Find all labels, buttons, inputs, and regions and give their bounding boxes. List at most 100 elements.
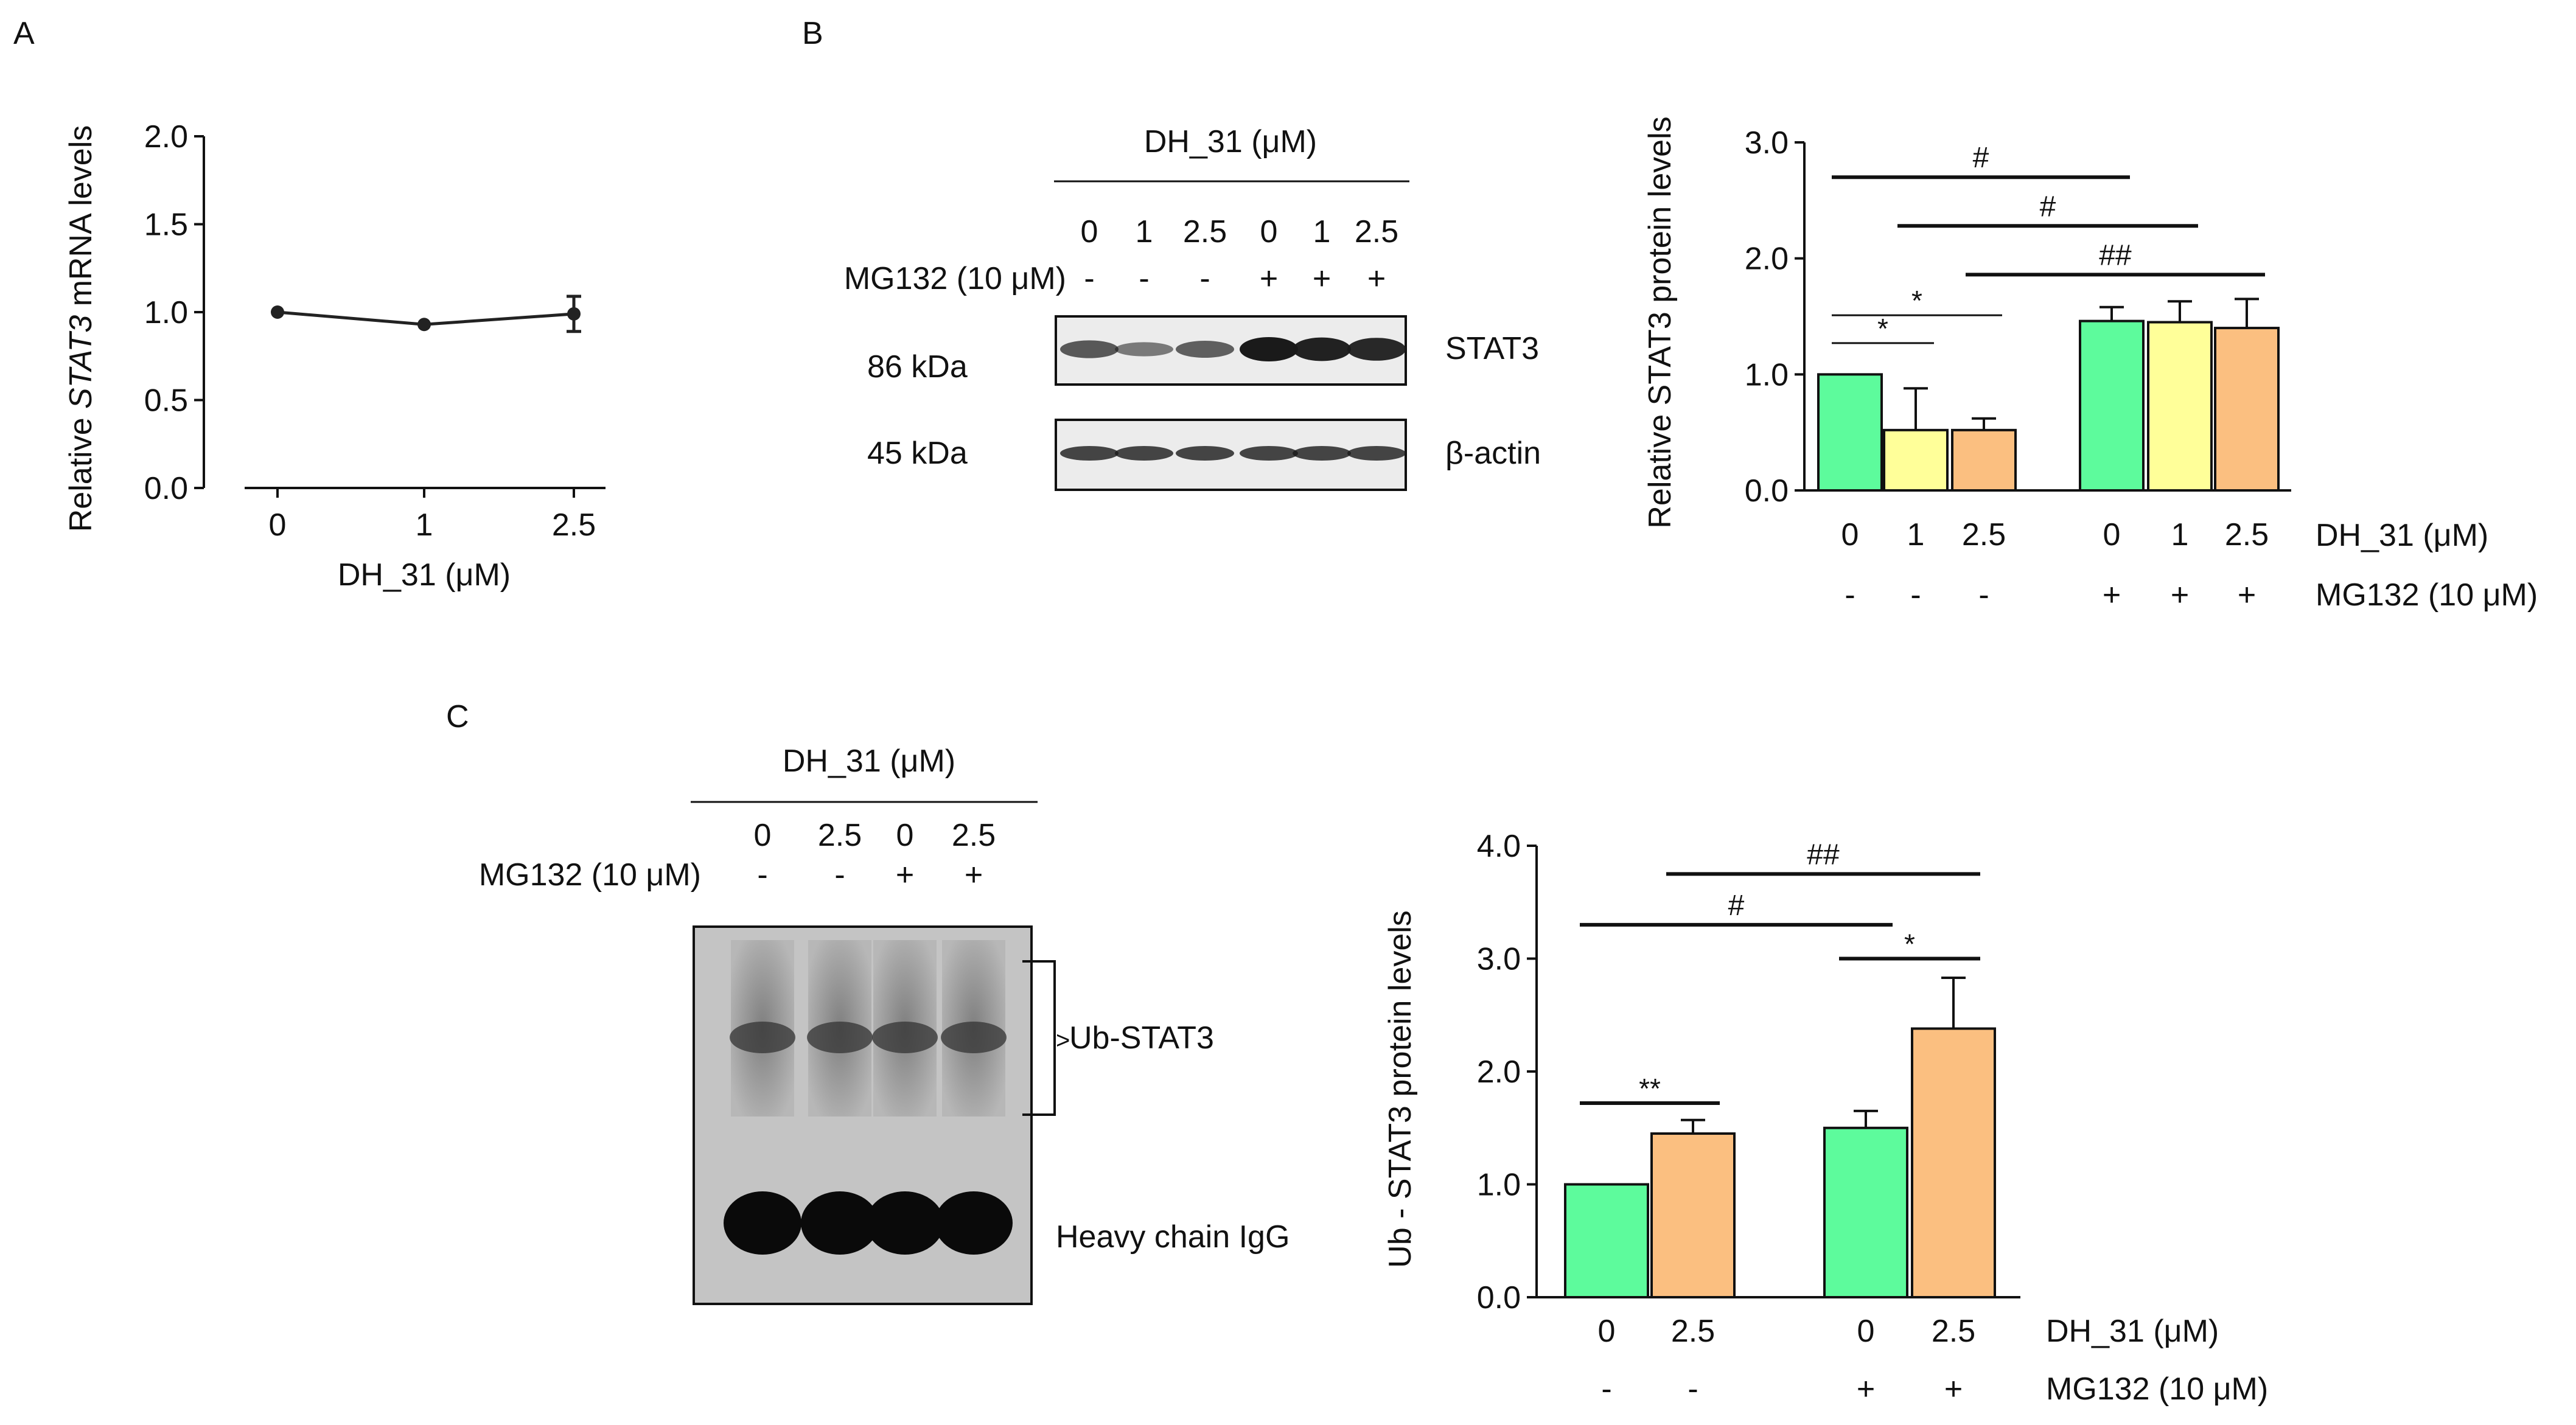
chart-b-y-tick-label: 1.0: [1745, 357, 1789, 392]
chart-a-y-tick-label: 1.5: [144, 207, 188, 243]
chart-b-mg132-sign: +: [2171, 577, 2189, 613]
chart-b-mg132-sign: -: [1845, 577, 1855, 613]
blot-c: DH_31 (μM) 0 2.5 0 2.5 MG132 (10 μM) - - + + >…: [479, 744, 1290, 1305]
blot-b-dose-label: 0: [1260, 214, 1278, 249]
blot-c-lanes: [724, 940, 1013, 1255]
blot-b-actin-mw: 45 kDa: [867, 436, 968, 471]
chart-c-significance-label: ##: [1807, 838, 1840, 871]
chart-b-bar: [2147, 321, 2213, 492]
blot-b-dose-label: 0: [1081, 214, 1098, 249]
blot-b-actin-band: [1060, 446, 1119, 461]
chart-b-bar: [2079, 319, 2145, 492]
blot-b-dose-label: 1: [1313, 214, 1331, 249]
blot-b-stat3-band: [1176, 341, 1234, 358]
blot-c-dose-label: 2.5: [952, 818, 996, 853]
chart-a-x-tick-label: 0: [269, 507, 287, 543]
blot-c-igg-band: [724, 1191, 801, 1255]
chart-a-y-tick-label: 0.5: [144, 383, 188, 419]
blot-b-mg-sign: -: [1139, 261, 1149, 296]
blot-b-dose-label: 2.5: [1183, 214, 1227, 249]
blot-c-igg-band: [801, 1191, 879, 1255]
chart-c-mg132-sign: -: [1601, 1371, 1611, 1407]
chart-b-category-label: 0: [2103, 517, 2121, 552]
blot-b-stat3-mw: 86 kDa: [867, 349, 968, 385]
chart-b-bar: [1951, 428, 2017, 492]
chart-b-axes: 0.0 1.0 2.0 3.0: [1745, 125, 2291, 509]
blot-c-mg-sign: -: [757, 857, 767, 893]
chart-c-mg132-sign: -: [1688, 1371, 1698, 1407]
chart-b-marks: 0-1-2.5-0+1+2.5+**####: [1817, 142, 2280, 613]
blot-b-stat3-band: [1347, 338, 1406, 361]
chart-c-row-label-dh31: DH_31 (μM): [2046, 1314, 2219, 1349]
chart-c-significance-label: **: [1639, 1073, 1661, 1104]
blot-b-actin-band: [1176, 446, 1234, 461]
blot-b-mg-sign: -: [1084, 261, 1094, 296]
chart-b-category-label: 0: [1841, 517, 1859, 552]
blot-b-stat3-label: STAT3: [1445, 331, 1539, 366]
chart-c-category-label: 2.5: [1671, 1314, 1715, 1349]
blot-b-mg-label: MG132 (10 μM): [844, 261, 1066, 296]
chart-a-ylabel-suffix: mRNA levels: [63, 125, 99, 315]
blot-b-mg-sign: +: [1313, 261, 1331, 296]
blot-c-ub-marker: >: [1056, 1027, 1070, 1054]
chart-c-y-tick-label: 0.0: [1477, 1280, 1521, 1315]
blot-c-ub-label: Ub-STAT3: [1069, 1020, 1214, 1056]
chart-c-row-label-mg132: MG132 (10 μM): [2046, 1371, 2268, 1407]
chart-b-bar: [1883, 428, 1949, 492]
chart-b-y-tick-label: 2.0: [1745, 242, 1789, 277]
chart-c-y-tick-label: 4.0: [1477, 829, 1521, 864]
chart-c-category-label: 0: [1857, 1314, 1875, 1349]
blot-b-stat3-bands: [1060, 337, 1406, 361]
chart-c-bar: [1911, 1027, 1996, 1298]
blot-b-mg-sign: -: [1199, 261, 1210, 296]
chart-b-significance-label: ##: [2099, 239, 2132, 271]
chart-a: 0.0 0.5 1.0 1.5 2.0 0 1 2.5 DH_31 (μM) Relative…: [63, 119, 606, 593]
chart-c-mg132-sign: +: [1944, 1371, 1963, 1407]
panel-label-c: C: [446, 699, 469, 734]
chart-b-mg132-sign: +: [2103, 577, 2121, 613]
blot-b: DH_31 (μM) 0 1 2.5 0 1 2.5 MG132 (10 μM) - - - +…: [844, 124, 1541, 491]
blot-b-mg-signs: - - - + + +: [1084, 261, 1386, 296]
blot-c-dose-label: 0: [896, 818, 914, 853]
chart-c-bar: [1823, 1126, 1908, 1298]
chart-c-bar: [1564, 1183, 1649, 1298]
blot-c-dose-label: 2.5: [818, 818, 862, 853]
chart-a-x-tick-label: 1: [416, 507, 433, 543]
blot-c-ub-band: [872, 1022, 938, 1053]
chart-b-row-label-dh31: DH_31 (μM): [2316, 518, 2488, 553]
chart-c-significance-label: *: [1904, 929, 1915, 960]
chart-a-y-tick-label: 2.0: [144, 119, 188, 155]
blot-c-ub-band: [807, 1022, 873, 1053]
chart-a-y-tick-label: 1.0: [144, 295, 188, 330]
blot-c-mg-sign: +: [965, 857, 983, 893]
blot-b-stat3-band: [1115, 342, 1173, 357]
chart-b-category-label: 1: [2171, 517, 2189, 552]
chart-a-axes: 0.0 0.5 1.0 1.5 2.0 0 1 2.5: [144, 119, 606, 543]
chart-c-y-tick-label: 3.0: [1477, 942, 1521, 977]
chart-a-ylabel-gene: STAT3: [63, 315, 99, 409]
blot-b-mg-sign: +: [1367, 261, 1386, 296]
blot-b-header: DH_31 (μM): [1144, 124, 1317, 159]
chart-a-data-point: [271, 305, 284, 319]
chart-c-y-tick-label: 2.0: [1477, 1054, 1521, 1090]
blot-b-mg-sign: +: [1260, 261, 1278, 296]
blot-c-mg-signs: - - + +: [757, 857, 983, 893]
blot-c-ub-bracket: [1022, 960, 1056, 1116]
chart-b-mg132-sign: -: [1978, 577, 1989, 613]
chart-a-marks: [271, 294, 581, 333]
panel-label-b: B: [802, 16, 823, 51]
blot-c-ub-band: [941, 1022, 1007, 1053]
chart-a-ylabel-prefix: Relative: [63, 409, 99, 532]
chart-b-y-tick-label: 0.0: [1745, 473, 1789, 509]
chart-b-category-label: 2.5: [1962, 517, 2006, 552]
chart-c-category-label: 0: [1598, 1314, 1616, 1349]
blot-b-stat3-band: [1240, 337, 1298, 361]
blot-b-stat3-band: [1060, 340, 1119, 358]
blot-b-actin-band: [1293, 446, 1351, 461]
chart-c-marks: 0-2.5-0+2.5+***###: [1564, 838, 1996, 1407]
chart-c-category-label: 2.5: [1932, 1314, 1975, 1349]
chart-b-bar: [2214, 327, 2280, 492]
chart-a-data-point: [567, 307, 581, 321]
chart-c: 0.01.02.03.04.0 0-2.5-0+2.5+***### Ub - …: [1383, 829, 2268, 1407]
chart-b-significance-label: #: [2040, 190, 2056, 223]
